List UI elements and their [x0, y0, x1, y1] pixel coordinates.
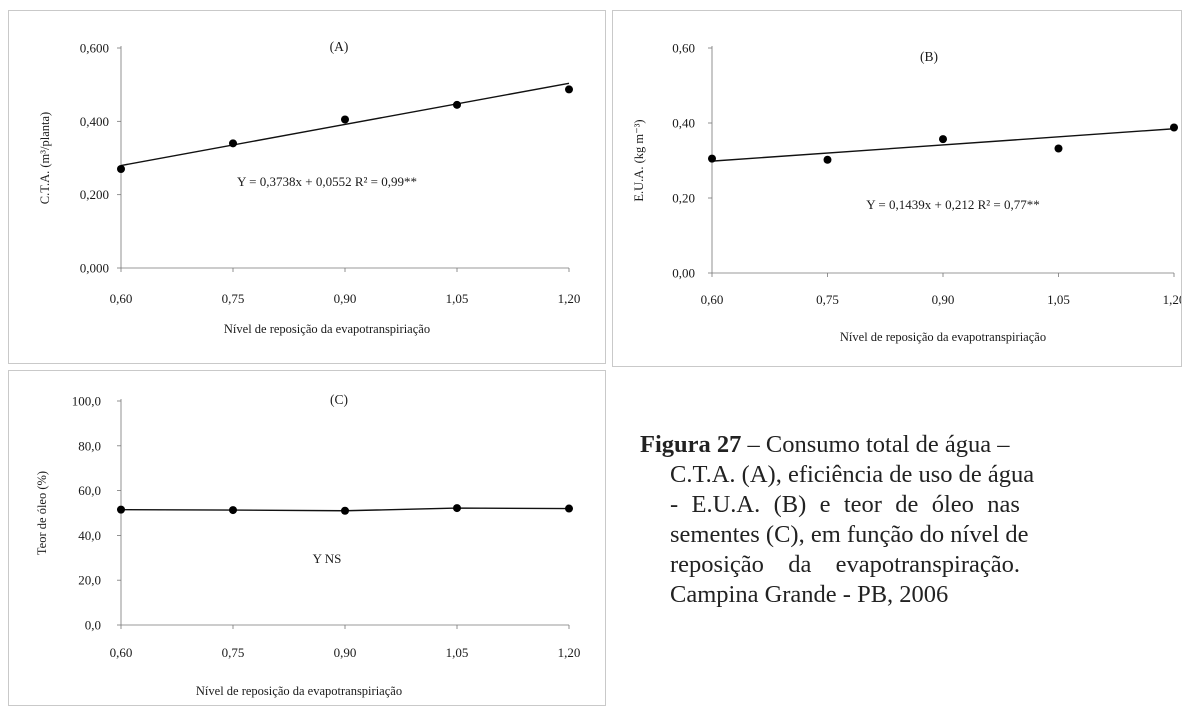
x-tick-label: 1,05	[446, 291, 469, 306]
chart-panel-a: 0,000 0,200 0,400 0,600 0,60 0,75 0,90 1,05 1,20…	[8, 10, 606, 364]
caption-word: (B)	[773, 491, 807, 518]
y-tick-label: 80,0	[78, 438, 101, 453]
data-point-a-0	[117, 165, 125, 173]
x-tick-label: 0,60	[110, 291, 133, 306]
figure-caption: Figura 27 – Consumo total de água – C.T.…	[640, 430, 1035, 610]
caption-word: óleo	[931, 491, 974, 518]
data-point-b-1	[823, 155, 832, 164]
caption-line-4: sementes (C), em função do nível de	[670, 521, 1029, 548]
x-tick-label: 1,20	[558, 645, 581, 660]
x-tick-label: 1,20	[558, 291, 581, 306]
caption-word: teor	[843, 491, 882, 518]
caption-word: e	[819, 491, 831, 518]
x-tick-label: 0,90	[334, 645, 357, 660]
data-point-c-0	[117, 505, 125, 514]
regression-equation-a: Y = 0,3738x + 0,0552 R² = 0,99**	[237, 174, 417, 189]
caption-word: de	[895, 491, 919, 518]
y-tick-label: 0,0	[85, 618, 101, 633]
caption-line-3: - E.U.A. (B) e teor de óleo nas	[640, 490, 1020, 520]
chart-b-svg: 0,00 0,20 0,40 0,60 0,60 0,75 0,90 1,05 1,20 (B) Y…	[632, 41, 1185, 345]
caption-line-1-text: – Consumo total de água –	[741, 431, 1010, 458]
x-tick-label: 0,60	[110, 645, 133, 660]
x-tick-label: 1,05	[1047, 292, 1070, 307]
caption-line-5: reposição da evapotranspiração.	[640, 550, 1020, 580]
y-tick-label: 0,200	[80, 187, 109, 202]
panel-tag-c: (C)	[330, 392, 348, 407]
y-tick-label: 0,600	[80, 41, 109, 56]
y-tick-label: 20,0	[78, 573, 101, 588]
data-point-a-1	[229, 139, 237, 148]
data-point-c-1	[229, 506, 237, 515]
trendline-b	[711, 128, 1175, 162]
x-tick-label: 0,60	[701, 292, 724, 307]
y-tick-label: 40,0	[78, 528, 101, 543]
y-tick-label: 60,0	[78, 483, 101, 498]
caption-word: evapotranspiração.	[835, 551, 1020, 578]
caption-word: reposição	[670, 551, 764, 578]
data-point-b-0	[708, 154, 716, 163]
panel-tag-b: (B)	[920, 49, 938, 64]
data-point-a-3	[453, 100, 461, 109]
data-point-b-3	[1054, 144, 1063, 153]
x-tick-label: 0,90	[334, 291, 357, 306]
x-tick-label: 0,75	[222, 291, 245, 306]
y-tick-label: 0,20	[672, 191, 695, 206]
chart-c-svg: 0,0 20,0 40,0 60,0 80,0 100,0 0,60 0,75 0,90 1,05…	[35, 392, 581, 698]
regression-equation-b: Y = 0,1439x + 0,212 R² = 0,77**	[866, 197, 1039, 212]
caption-line-1: Figura 27 – Consumo total de água –	[640, 430, 1020, 460]
y-tick-label: 100,0	[72, 394, 101, 409]
figure-label: Figura 27	[640, 431, 742, 458]
data-point-c-4	[565, 504, 573, 513]
x-tick-label: 1,20	[1163, 292, 1181, 307]
y-axis-label-c: Teor de óleo (%)	[35, 471, 49, 555]
y-tick-label: 0,40	[672, 116, 695, 131]
panel-tag-a: (A)	[330, 39, 349, 54]
y-tick-label: 0,000	[80, 261, 109, 276]
y-axis-label-a: C.T.A. (m³/planta)	[38, 112, 52, 204]
caption-word: nas	[987, 491, 1020, 518]
x-tick-label: 0,75	[816, 292, 839, 307]
x-tick-label: 0,90	[932, 292, 955, 307]
regression-equation-c: Y NS	[313, 551, 342, 566]
trendline-a	[120, 82, 570, 167]
x-axis-label-a: Nível de reposição da evapotranspiriação	[224, 322, 430, 336]
caption-word: -	[670, 491, 679, 518]
x-tick-label: 0,75	[222, 645, 245, 660]
chart-panel-c: 0,0 20,0 40,0 60,0 80,0 100,0 0,60 0,75 0,90 1,05…	[8, 370, 606, 706]
chart-a-svg: 0,000 0,200 0,400 0,600 0,60 0,75 0,90 1,05 1,20…	[38, 39, 581, 336]
x-axis-label-c: Nível de reposição da evapotranspiriação	[196, 684, 402, 698]
caption-word: E.U.A.	[691, 491, 761, 518]
x-axis-label-b: Nível de reposição da evapotranspiriação	[840, 330, 1046, 344]
y-tick-label: 0,400	[80, 114, 109, 129]
caption-line-2: C.T.A. (A), eficiência de uso de água	[670, 461, 1035, 488]
data-point-c-2	[341, 506, 349, 515]
data-point-b-2	[939, 135, 947, 144]
y-axis-label-b: E.U.A. (kg m⁻³)	[632, 119, 646, 201]
caption-word: da	[788, 551, 812, 578]
data-point-a-2	[341, 115, 349, 124]
y-tick-label: 0,60	[672, 41, 695, 56]
data-point-a-4	[565, 85, 573, 94]
data-point-c-3	[453, 504, 461, 513]
chart-panel-b: 0,00 0,20 0,40 0,60 0,60 0,75 0,90 1,05 1,20 (B) Y…	[612, 10, 1185, 367]
data-point-b-4	[1170, 123, 1178, 132]
y-tick-label: 0,00	[672, 266, 695, 281]
caption-line-6: Campina Grande - PB, 2006	[670, 581, 949, 608]
x-tick-label: 1,05	[446, 645, 469, 660]
